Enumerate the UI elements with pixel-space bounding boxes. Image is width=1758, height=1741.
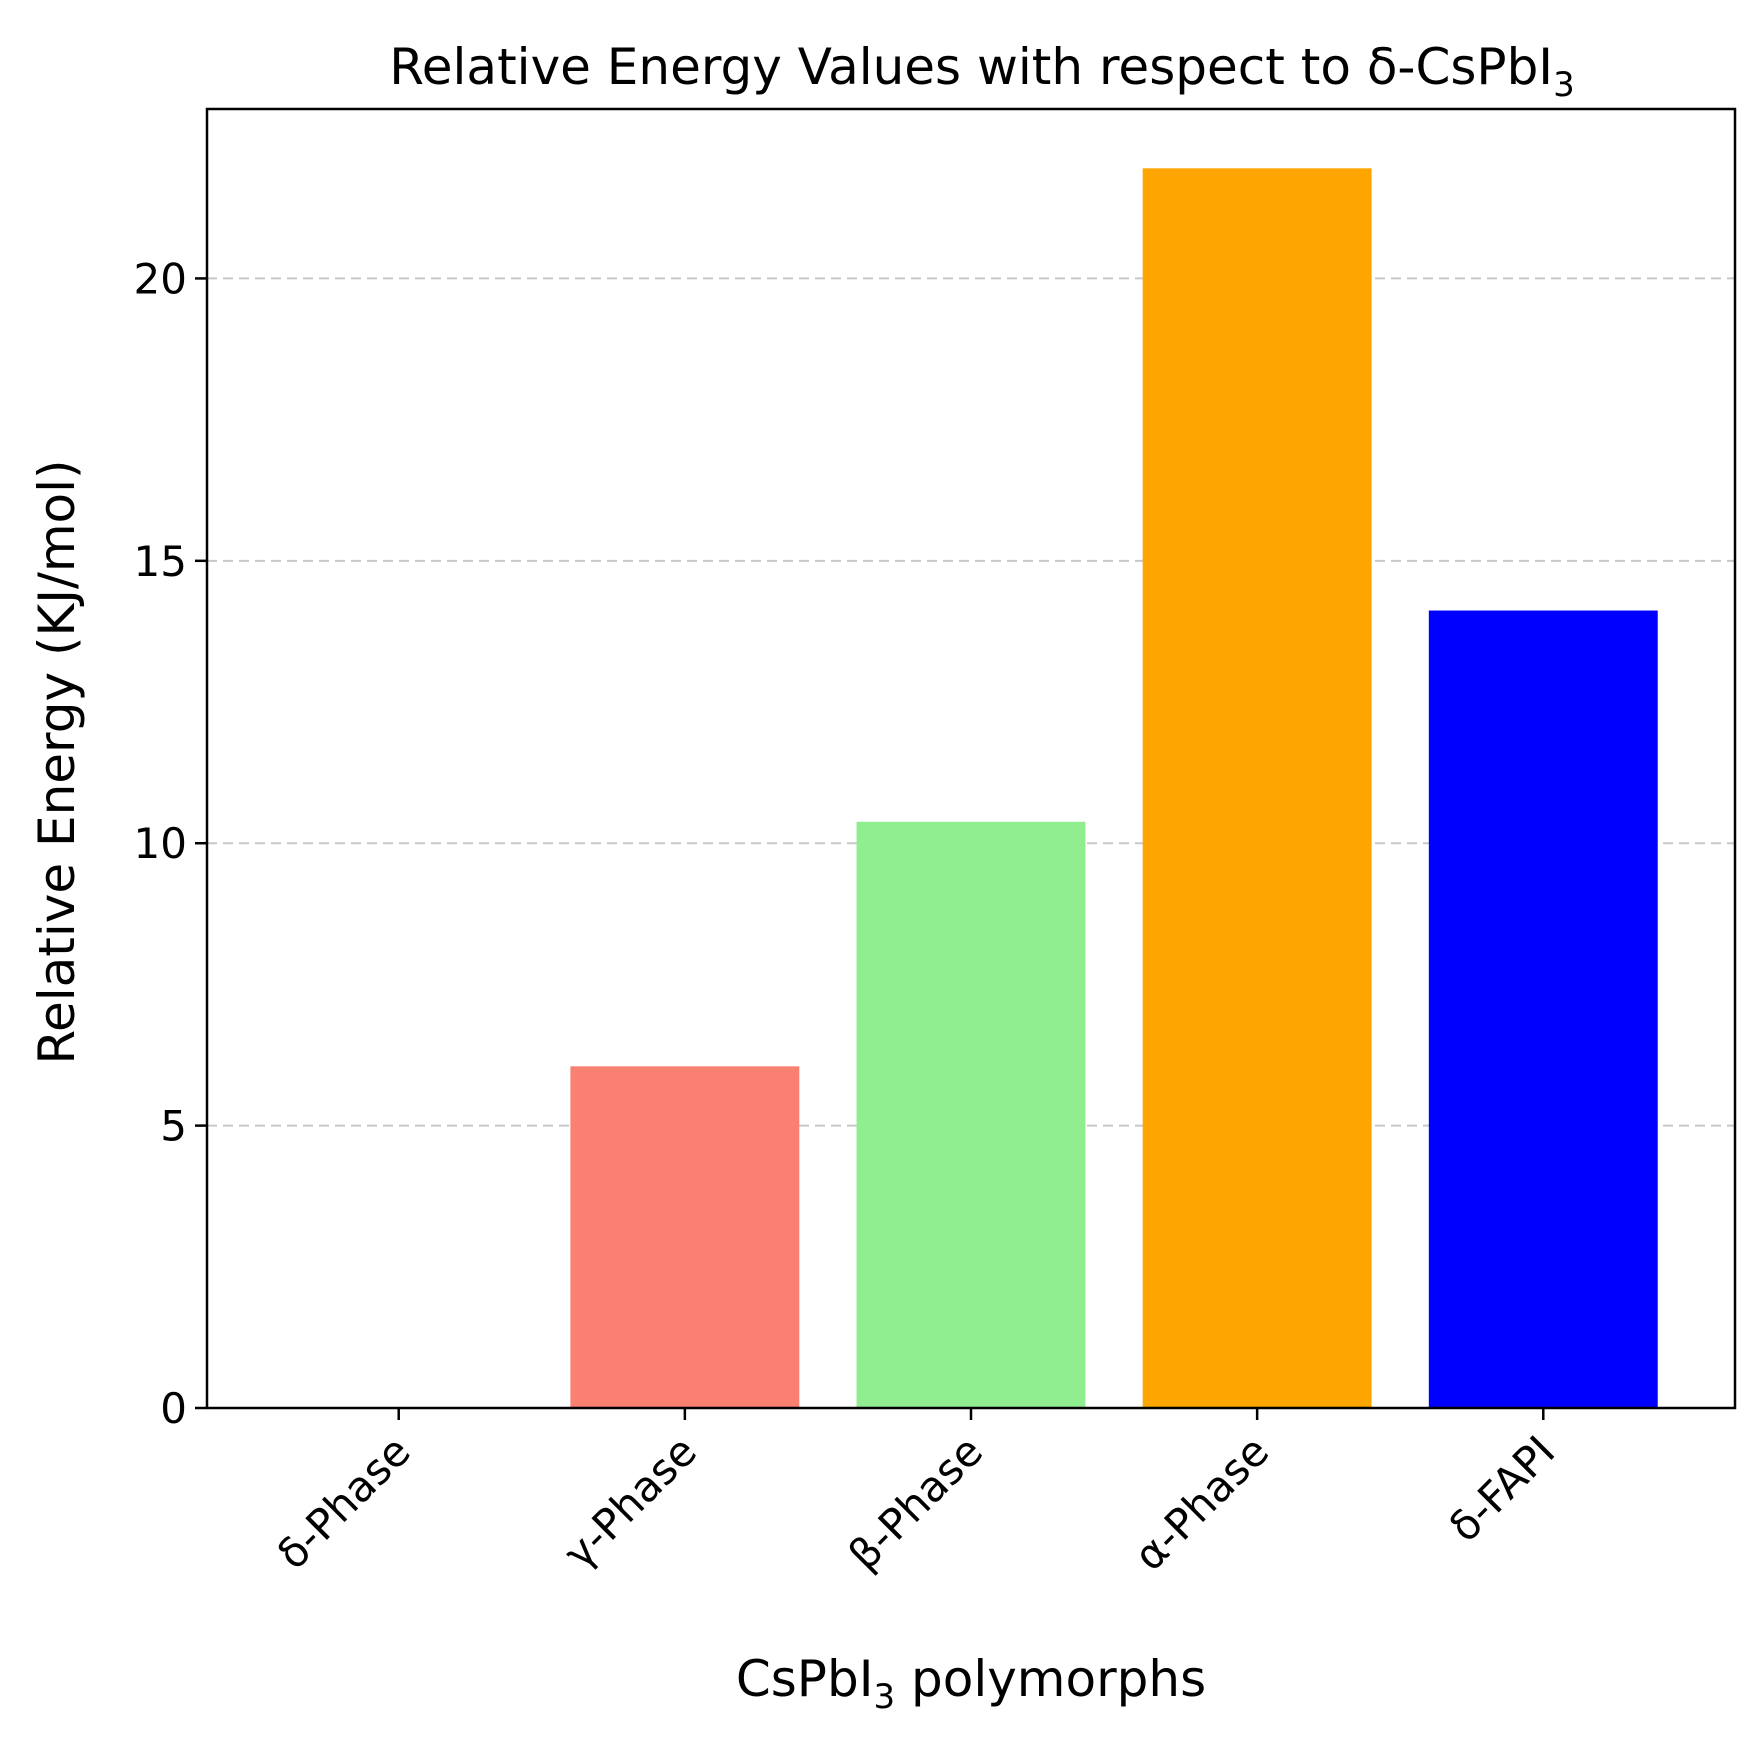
x-tick-label: δ-FAPI bbox=[1439, 1426, 1564, 1551]
chart-title-main: Relative Energy Values with respect to δ… bbox=[389, 38, 1553, 96]
x-axis-label: CsPbI3 polymorphs bbox=[736, 1650, 1206, 1717]
x-tick-label: α-Phase bbox=[1125, 1426, 1279, 1580]
x-tick-label: β-Phase bbox=[839, 1426, 992, 1579]
y-tick-label: 20 bbox=[134, 254, 187, 303]
y-tick-label: 10 bbox=[134, 819, 187, 868]
x-tick-label: δ-Phase bbox=[268, 1426, 420, 1578]
bar bbox=[570, 1066, 800, 1408]
chart-title: Relative Energy Values with respect to δ… bbox=[389, 38, 1574, 105]
bars-group bbox=[570, 168, 1658, 1409]
y-tick-label: 5 bbox=[160, 1102, 187, 1151]
x-tick-label: γ-Phase bbox=[554, 1426, 706, 1578]
x-axis-label-subscript: 3 bbox=[873, 1677, 895, 1717]
x-axis-ticks: δ-Phase γ-Phase β-Phase α-Phase δ-FAPI bbox=[268, 1408, 1564, 1580]
y-axis-ticks: 0 5 10 15 20 bbox=[134, 254, 207, 1433]
chart-title-subscript: 3 bbox=[1553, 65, 1575, 105]
y-axis-label: Relative Energy (KJ/mol) bbox=[28, 459, 86, 1064]
x-axis-label-main: CsPbI bbox=[736, 1650, 874, 1708]
bar bbox=[1428, 610, 1658, 1408]
y-tick-label: 0 bbox=[160, 1384, 187, 1433]
y-tick-label: 15 bbox=[134, 537, 187, 586]
bar bbox=[1142, 168, 1372, 1409]
x-axis-label-suffix: polymorphs bbox=[895, 1650, 1206, 1708]
bar bbox=[856, 821, 1086, 1408]
